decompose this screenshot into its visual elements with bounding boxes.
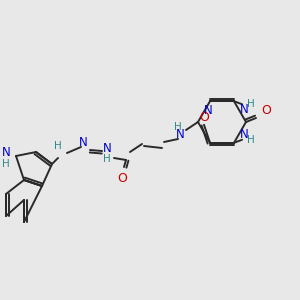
Text: N: N <box>240 103 248 116</box>
Text: H: H <box>247 135 255 145</box>
Text: N: N <box>2 146 10 160</box>
Text: H: H <box>54 141 62 151</box>
Text: N: N <box>204 104 212 117</box>
Text: N: N <box>240 128 248 141</box>
Text: H: H <box>103 154 111 164</box>
Text: N: N <box>176 128 184 142</box>
Text: H: H <box>174 122 182 132</box>
Text: N: N <box>103 142 111 155</box>
Text: O: O <box>199 111 209 124</box>
Text: H: H <box>2 159 10 169</box>
Text: O: O <box>261 104 271 118</box>
Text: N: N <box>79 136 87 148</box>
Text: H: H <box>247 99 255 109</box>
Text: O: O <box>117 172 127 185</box>
